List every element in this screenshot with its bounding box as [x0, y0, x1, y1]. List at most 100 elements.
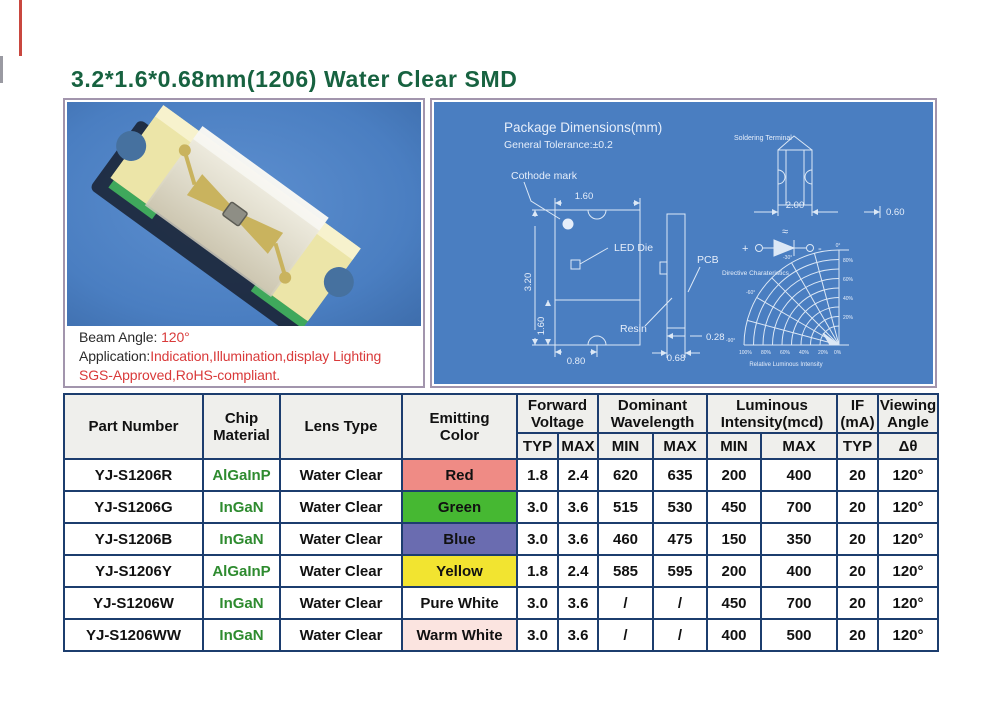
side-view — [644, 213, 702, 358]
polar-angle-0: 0° — [836, 243, 841, 249]
table-row: YJ-S1206W InGaN Water Clear Pure White 3.0 3.… — [63, 586, 940, 620]
part-number-cell: YJ-S1206B — [63, 522, 204, 556]
polar-pct-40: 40% — [799, 350, 810, 356]
value-cell: 120° — [877, 618, 940, 652]
led-photo-svg — [67, 102, 421, 326]
sub-header-typ: TYP — [516, 432, 559, 460]
col-header-if-ma: IF (mA) — [836, 393, 880, 434]
col-header-viewing-angle: Viewing Angle — [877, 393, 940, 434]
photo-panel-inner: Beam Angle: 120° Application:Indication,… — [65, 100, 423, 386]
polar-angle-30: -30° — [783, 255, 792, 261]
sub-header-min: MIN — [597, 432, 654, 460]
led-component — [91, 105, 361, 326]
value-cell: 460 — [597, 522, 654, 556]
lens-type-cell: Water Clear — [279, 458, 403, 492]
value-cell: 20 — [836, 586, 880, 620]
value-cell: 700 — [759, 490, 839, 524]
diode-plus: + — [742, 243, 748, 255]
directive-characteristics-label: Directive Charateristics — [722, 270, 790, 277]
lens-type-cell: Water Clear — [279, 490, 403, 524]
value-cell: 1.8 — [516, 554, 559, 588]
dim-body-length: 3.20 — [523, 273, 534, 292]
sub-header-min2: MIN — [706, 432, 762, 460]
polar-side-60: 60% — [843, 277, 854, 283]
dim-pad-length: 2.00 — [786, 200, 805, 211]
polar-side-20: 20% — [843, 315, 854, 321]
polar-pct-60: 60% — [780, 350, 791, 356]
value-cell: 635 — [652, 458, 708, 492]
polar-pct-100: 100% — [739, 350, 752, 356]
led-die-label: LED Die — [614, 242, 653, 254]
value-cell: 2.4 — [557, 554, 599, 588]
diagram-panel-inner: Package Dimensions(mm) General Tolerance… — [432, 100, 935, 386]
value-cell: 3.0 — [516, 618, 559, 652]
compliance-text: SGS-Approved,RoHS-compliant. — [79, 367, 281, 383]
value-cell: 700 — [759, 586, 839, 620]
diode-symbol — [755, 239, 814, 257]
relative-luminous-intensity-label: Relative Luminous Intensity — [749, 362, 822, 368]
value-cell: 515 — [597, 490, 654, 524]
sub-header-max2: MAX — [652, 432, 708, 460]
lens-type-cell: Water Clear — [279, 554, 403, 588]
value-cell: 400 — [706, 618, 762, 652]
value-cell: 595 — [652, 554, 708, 588]
value-cell: 585 — [597, 554, 654, 588]
part-number-cell: YJ-S1206WW — [63, 618, 204, 652]
table-row: YJ-S1206B InGaN Water Clear Blue 3.0 3.6 460 47… — [63, 522, 940, 556]
dim-resin-thickness: 0.28 — [706, 332, 725, 343]
chip-material-cell: InGaN — [202, 522, 281, 556]
page-title: 3.2*1.6*0.68mm(1206) Water Clear SMD — [71, 66, 518, 92]
polar-pct-80: 80% — [761, 350, 772, 356]
sub-header-max3: MAX — [759, 432, 839, 460]
cathode-mark-label: Cothode mark — [511, 170, 578, 182]
sub-header-max: MAX — [557, 432, 599, 460]
lens-type-cell: Water Clear — [279, 618, 403, 652]
emitting-color-cell: Red — [401, 458, 518, 492]
dim-pad-width: 0.60 — [886, 207, 905, 218]
value-cell: / — [652, 618, 708, 652]
value-cell: 20 — [836, 618, 880, 652]
value-cell: 3.0 — [516, 522, 559, 556]
value-cell: 400 — [759, 458, 839, 492]
value-cell: 620 — [597, 458, 654, 492]
value-cell: 150 — [706, 522, 762, 556]
col-header-luminous-intensity: Luminous Intensity(mcd) — [705, 393, 839, 434]
application-label: Application: — [79, 348, 151, 364]
diagram-tolerance: General Tolerance:±0.2 — [504, 139, 613, 151]
value-cell: 475 — [652, 522, 708, 556]
value-cell: 400 — [759, 554, 839, 588]
value-cell: 450 — [706, 586, 762, 620]
polar-side-40: 40% — [843, 296, 854, 302]
value-cell: 20 — [836, 490, 880, 524]
dim-terminal-length: 1.60 — [536, 317, 547, 336]
col-header-chip-material: Chip Material — [202, 393, 281, 460]
value-cell: 200 — [706, 458, 762, 492]
table-row: YJ-S1206WW InGaN Water Clear Warm White 3.0 3… — [63, 618, 940, 652]
pcb-label: PCB — [697, 254, 719, 266]
lens-type-cell: Water Clear — [279, 522, 403, 556]
package-dimensions-panel: Package Dimensions(mm) General Tolerance… — [430, 98, 937, 388]
part-number-cell: YJ-S1206W — [63, 586, 204, 620]
lens-type-cell: Water Clear — [279, 586, 403, 620]
photo-caption: Beam Angle: 120° Application:Indication,… — [67, 326, 421, 384]
spec-table: Part Number Chip Material Lens Type Emit… — [63, 393, 940, 652]
emitting-color-cell: Pure White — [401, 586, 518, 620]
dim-body-width: 1.60 — [575, 191, 594, 202]
table-row: YJ-S1206R AlGaInP Water Clear Red 1.8 2.4 620 6… — [63, 458, 940, 492]
resin-label: Resin — [620, 323, 647, 335]
sub-header-delta-theta: Δθ — [877, 432, 940, 460]
soldering-terminal-label: Soldering Terminal — [734, 135, 792, 142]
top-view — [754, 135, 881, 218]
product-photo-panel: Beam Angle: 120° Application:Indication,… — [63, 98, 425, 388]
part-number-cell: YJ-S1206G — [63, 490, 204, 524]
beam-angle-line: Beam Angle: 120° — [79, 328, 421, 347]
polar-side-80: 80% — [843, 258, 854, 264]
value-cell: / — [597, 586, 654, 620]
sub-header-typ2: TYP — [836, 432, 880, 460]
value-cell: 120° — [877, 522, 940, 556]
dim-thickness: 0.68 — [667, 353, 686, 364]
compliance-line: SGS-Approved,RoHS-compliant. — [79, 366, 421, 385]
beam-angle-value: 120° — [161, 329, 190, 345]
chip-material-cell: InGaN — [202, 490, 281, 524]
